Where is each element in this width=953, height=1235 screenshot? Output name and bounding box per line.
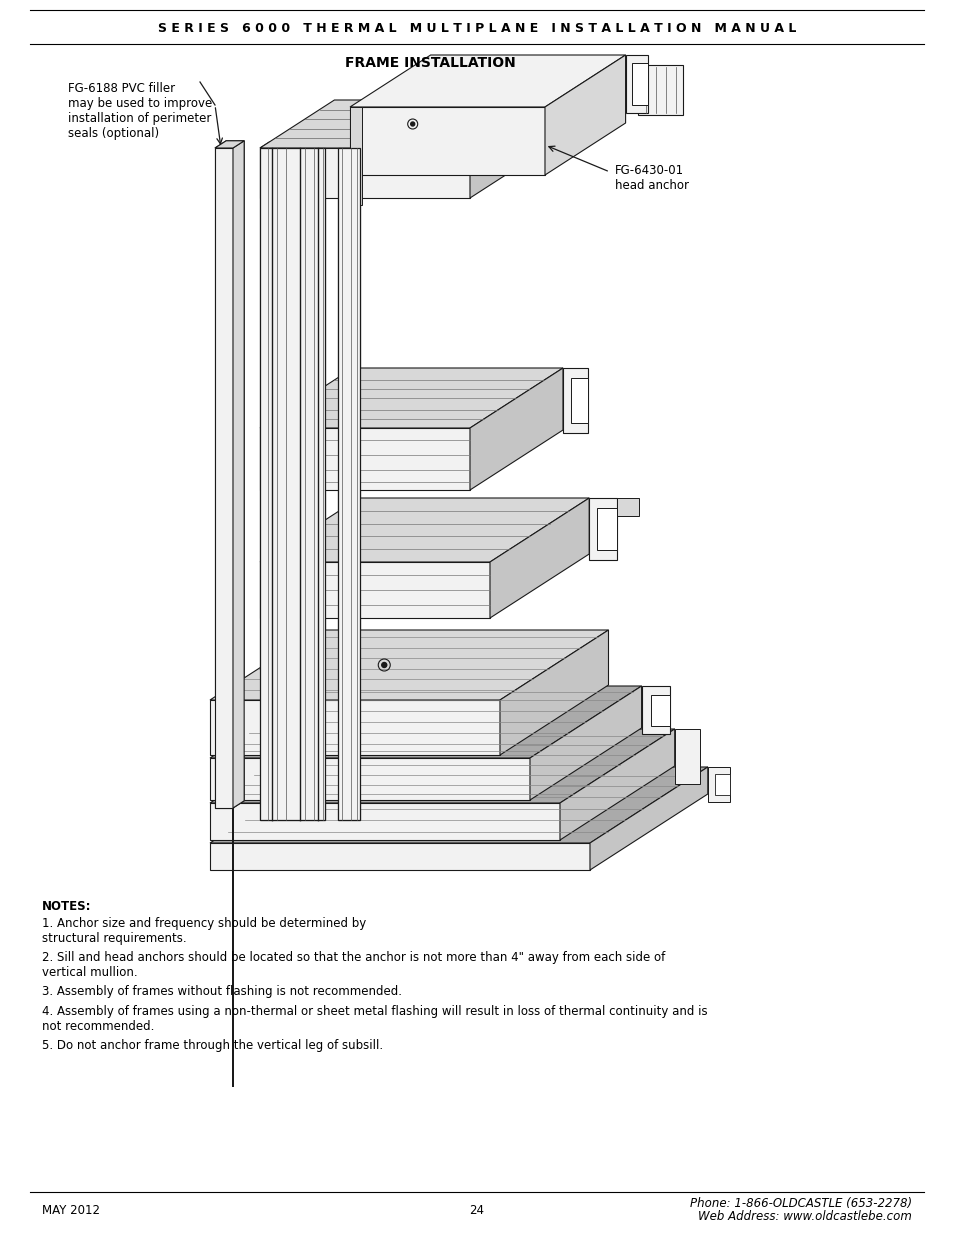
Polygon shape — [714, 774, 729, 795]
Polygon shape — [589, 767, 707, 869]
Polygon shape — [350, 107, 361, 205]
Polygon shape — [350, 107, 544, 175]
Polygon shape — [707, 767, 729, 802]
Text: FG-6188 PVC filler
may be used to improve
installation of perimeter
seals (optio: FG-6188 PVC filler may be used to improv… — [68, 82, 212, 140]
Polygon shape — [210, 700, 499, 755]
Text: S E R I E S   6 0 0 0   T H E R M A L   M U L T I P L A N E   I N S T A L L A T : S E R I E S 6 0 0 0 T H E R M A L M U L … — [157, 21, 796, 35]
Polygon shape — [544, 56, 625, 175]
Text: MAY 2012: MAY 2012 — [42, 1203, 100, 1216]
Text: Web Address: www.oldcastlebe.com: Web Address: www.oldcastlebe.com — [698, 1210, 911, 1224]
Polygon shape — [641, 685, 669, 734]
Polygon shape — [571, 378, 587, 424]
Polygon shape — [470, 368, 562, 490]
Polygon shape — [617, 498, 639, 516]
Polygon shape — [210, 729, 674, 803]
Polygon shape — [589, 498, 617, 559]
Polygon shape — [260, 429, 470, 490]
Polygon shape — [499, 630, 608, 755]
Polygon shape — [260, 498, 589, 562]
Polygon shape — [490, 498, 589, 618]
Polygon shape — [210, 758, 530, 800]
Polygon shape — [337, 148, 359, 820]
Polygon shape — [233, 141, 244, 1087]
Polygon shape — [260, 368, 562, 429]
Polygon shape — [637, 65, 682, 115]
Polygon shape — [210, 844, 589, 869]
Text: 4. Assembly of frames using a non-thermal or sheet metal flashing will result in: 4. Assembly of frames using a non-therma… — [42, 1004, 707, 1032]
Polygon shape — [210, 630, 608, 700]
Polygon shape — [562, 368, 587, 433]
Polygon shape — [597, 508, 617, 550]
Polygon shape — [260, 100, 544, 148]
Polygon shape — [210, 685, 641, 758]
Polygon shape — [214, 141, 244, 148]
Polygon shape — [210, 803, 559, 840]
Polygon shape — [470, 100, 544, 198]
Polygon shape — [260, 142, 334, 148]
Text: 3. Assembly of frames without flashing is not recommended.: 3. Assembly of frames without flashing i… — [42, 986, 401, 998]
Polygon shape — [350, 56, 625, 107]
Text: NOTES:: NOTES: — [42, 900, 91, 913]
Polygon shape — [674, 729, 699, 784]
Polygon shape — [260, 148, 470, 198]
Polygon shape — [210, 767, 707, 844]
Text: 2. Sill and head anchors should be located so that the anchor is not more than 4: 2. Sill and head anchors should be locat… — [42, 951, 664, 979]
Text: 5. Do not anchor frame through the vertical leg of subsill.: 5. Do not anchor frame through the verti… — [42, 1039, 383, 1051]
Polygon shape — [233, 141, 244, 808]
Polygon shape — [530, 685, 641, 800]
Polygon shape — [260, 148, 325, 820]
Text: FG-6430-01
head anchor: FG-6430-01 head anchor — [615, 164, 688, 191]
Polygon shape — [625, 56, 647, 112]
Polygon shape — [214, 148, 233, 808]
Polygon shape — [260, 148, 325, 820]
Polygon shape — [337, 148, 359, 820]
Polygon shape — [559, 729, 674, 840]
Polygon shape — [214, 148, 233, 808]
Text: 24: 24 — [469, 1203, 484, 1216]
Polygon shape — [214, 141, 244, 148]
Circle shape — [381, 662, 386, 667]
Text: FRAME INSTALLATION: FRAME INSTALLATION — [344, 56, 515, 70]
Polygon shape — [631, 63, 647, 105]
Polygon shape — [260, 562, 490, 618]
Text: Phone: 1-866-OLDCASTLE (653-2278): Phone: 1-866-OLDCASTLE (653-2278) — [689, 1197, 911, 1209]
Circle shape — [411, 122, 415, 126]
Polygon shape — [650, 695, 669, 726]
Text: 1. Anchor size and frequency should be determined by
structural requirements.: 1. Anchor size and frequency should be d… — [42, 918, 366, 945]
